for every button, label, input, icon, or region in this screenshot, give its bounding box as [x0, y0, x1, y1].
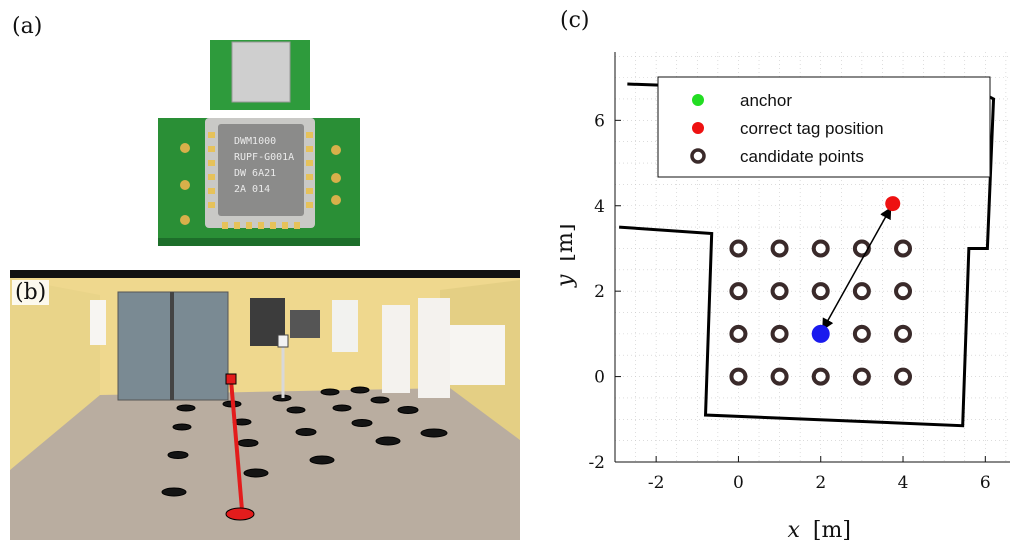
- tick-labels: -2 0 2 4 6 -2 0 2 4 6: [588, 111, 990, 493]
- legend-correct-tag-label: correct tag position: [740, 119, 884, 138]
- x-tick-label: 2: [815, 473, 826, 493]
- estimated-marker: [225, 373, 237, 385]
- candidate-point: [770, 367, 789, 386]
- estimated-point: [811, 324, 830, 343]
- room-walls: [619, 82, 996, 428]
- candidate-point: [729, 239, 748, 258]
- candidate-point: [894, 324, 913, 343]
- x-axis-label: x [m]: [788, 518, 851, 543]
- chip-marking-4: 2A 014: [234, 184, 270, 195]
- candidate-point: [852, 324, 871, 343]
- x-tick-label: -2: [648, 473, 665, 493]
- candidate-point: [770, 282, 789, 301]
- candidate-point: [852, 282, 871, 301]
- x-tick-label: 0: [733, 473, 744, 493]
- candidate-point: [811, 282, 830, 301]
- y-axis-label: y [m]: [560, 224, 578, 288]
- panel-label-c: (c): [560, 8, 590, 33]
- chip-body: [218, 124, 304, 216]
- true-position-marker: [225, 507, 255, 521]
- candidate-point: [729, 367, 748, 386]
- error-arrow: [822, 206, 892, 331]
- legend-candidate-marker: [690, 148, 706, 164]
- candidate-point: [894, 367, 913, 386]
- screen: [290, 310, 320, 338]
- legend: anchor correct tag position candidate po…: [657, 76, 991, 178]
- candidate-point: [894, 282, 913, 301]
- candidate-point: [770, 324, 789, 343]
- floor: [10, 388, 520, 540]
- candidate-point: [852, 239, 871, 258]
- panel-label-a: (a): [12, 14, 43, 39]
- y-tick-label: 4: [594, 197, 605, 217]
- candidate-point: [894, 239, 913, 258]
- x-tick-label: 4: [898, 473, 909, 493]
- x-tick-label: 6: [980, 473, 991, 493]
- room-scene: [10, 270, 520, 540]
- legend-candidate-label: candidate points: [740, 147, 864, 166]
- y-tick-label: 0: [594, 368, 605, 388]
- candidate-point: [729, 324, 748, 343]
- y-tick-label: 6: [594, 111, 605, 131]
- uwb-module-photo: DWM1000 RUPF-G001A DW 6A21 2A 014: [158, 40, 360, 246]
- room-photo: (b): [10, 270, 520, 540]
- chart-marks: [729, 196, 913, 386]
- chip-marking-3: DW 6A21: [234, 168, 276, 179]
- candidate-point: [729, 282, 748, 301]
- position-chart: -2 0 2 4 6 -2 0 2 4 6 x [m] y [m] anchor correct …: [560, 52, 1010, 543]
- chip-marking-2: RUPF-G001A: [234, 152, 294, 163]
- axes: [614, 52, 1010, 463]
- antenna-pad: [231, 41, 291, 103]
- legend-anchor-marker: [692, 94, 704, 106]
- legend-correct-tag-marker: [692, 122, 704, 134]
- candidate-point: [811, 367, 830, 386]
- y-tick-label: -2: [588, 453, 605, 473]
- error-line: [229, 379, 244, 511]
- candidate-point: [811, 239, 830, 258]
- wall-line: [619, 82, 996, 428]
- y-tick-label: 2: [594, 282, 605, 302]
- candidate-point: [852, 367, 871, 386]
- legend-box: [657, 76, 991, 178]
- chip-marking-1: DWM1000: [234, 136, 276, 147]
- candidate-point: [770, 239, 789, 258]
- legend-anchor-label: anchor: [740, 91, 792, 110]
- panel-label-b: (b): [12, 280, 50, 305]
- correct-tag-point: [885, 196, 901, 212]
